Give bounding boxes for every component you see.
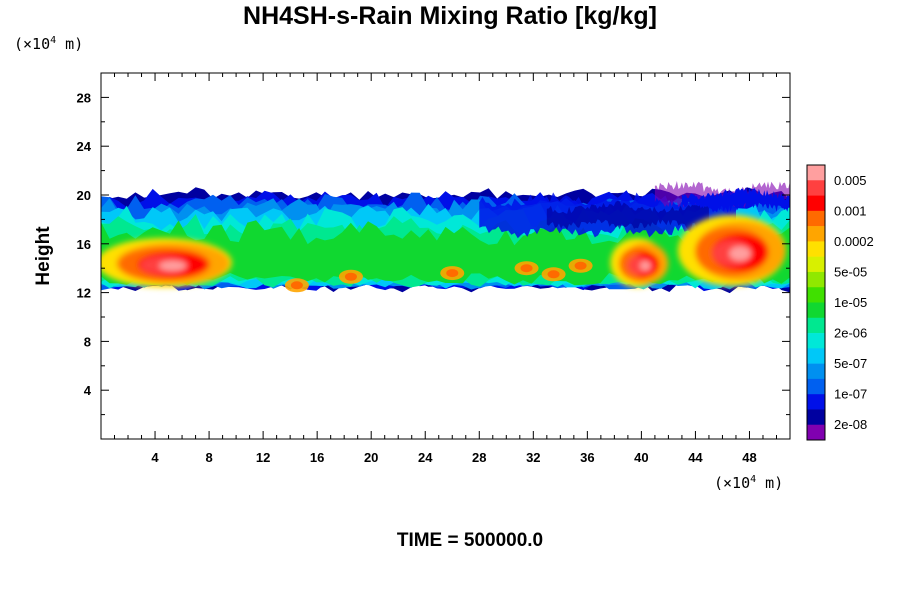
colorbar-swatch [807, 165, 825, 181]
colorbar-frame [806, 164, 826, 441]
field-blob [290, 281, 303, 290]
intense-contour [640, 260, 651, 271]
colorbar-label: 1e-07 [834, 387, 867, 402]
colorbar: 0.005 0.001 0.0002 5e-05 1e-05 2e-06 5e-07 1e-0… [806, 164, 874, 441]
y-axis: 4 8 12 16 20 24 28 [77, 90, 790, 416]
intense-contour [729, 246, 751, 261]
colorbar-label: 2e-06 [834, 326, 867, 341]
mixing-ratio-field [101, 181, 790, 294]
field-blob [344, 272, 357, 281]
colorbar-swatch [807, 180, 825, 196]
y-unit-label: (×104 m) [14, 35, 83, 53]
field-blob [547, 270, 560, 279]
colorbar-label: 0.001 [834, 203, 867, 218]
field-blob [446, 269, 459, 278]
x-tick-label: 16 [310, 450, 324, 465]
y-tick-label: 20 [77, 188, 91, 203]
y-tick-label: 28 [77, 90, 91, 105]
colorbar-swatch [807, 287, 825, 303]
x-tick-label: 32 [526, 450, 540, 465]
colorbar-swatch [807, 378, 825, 395]
field-blob [574, 261, 587, 270]
y-tick-label: 4 [84, 383, 92, 398]
colorbar-label: 1e-05 [834, 295, 867, 310]
intense-region [677, 214, 786, 287]
x-tick-label: 40 [634, 450, 648, 465]
plot-frame [100, 72, 791, 440]
y-tick-label: 12 [77, 286, 91, 301]
colorbar-swatch [807, 226, 825, 242]
field-contour [546, 200, 709, 231]
intense-region [610, 238, 669, 288]
colorbar-swatch [807, 302, 825, 319]
y-tick-label: 8 [84, 334, 91, 349]
colorbar-swatch [807, 409, 825, 426]
intense-contour [159, 260, 187, 271]
colorbar-swatch [807, 256, 825, 273]
x-tick-label: 48 [742, 450, 756, 465]
time-label: TIME = 500000.0 [396, 530, 544, 551]
x-tick-label: 24 [418, 450, 433, 465]
x-tick-label: 8 [205, 450, 212, 465]
colorbar-swatch [807, 210, 825, 227]
x-tick-label: 12 [256, 450, 270, 465]
colorbar-swatch [807, 424, 825, 441]
colorbar-swatch [807, 348, 825, 364]
colorbar-label: 2e-08 [834, 417, 867, 432]
colorbar-label: 5e-05 [834, 264, 867, 279]
colorbar-swatch [807, 317, 825, 334]
chart-title: NH4SH-s-Rain Mixing Ratio [kg/kg] [243, 2, 657, 30]
x-tick-label: 20 [364, 450, 378, 465]
colorbar-label: 0.005 [834, 173, 867, 188]
x-axis: 4 8 12 16 20 24 28 32 36 40 44 48 [114, 73, 777, 465]
colorbar-swatch [807, 195, 825, 212]
y-tick-label: 16 [77, 237, 91, 252]
y-axis-title: Height [33, 226, 54, 286]
x-tick-label: 28 [472, 450, 486, 465]
colorbar-label: 0.0002 [834, 234, 874, 249]
intense-region [101, 238, 233, 288]
x-tick-label: 4 [151, 450, 159, 465]
colorbar-swatch [807, 271, 825, 288]
field-blob [520, 264, 533, 273]
x-unit-label: (×104 m) [714, 474, 783, 492]
colorbar-swatch [807, 363, 825, 380]
colorbar-swatch [807, 241, 825, 257]
x-tick-label: 36 [580, 450, 594, 465]
field-contour [681, 187, 790, 213]
x-tick-label: 44 [688, 450, 703, 465]
colorbar-label: 5e-07 [834, 356, 867, 371]
colorbar-swatch [807, 333, 825, 349]
y-tick-label: 24 [77, 139, 92, 154]
colorbar-swatch [807, 394, 825, 410]
